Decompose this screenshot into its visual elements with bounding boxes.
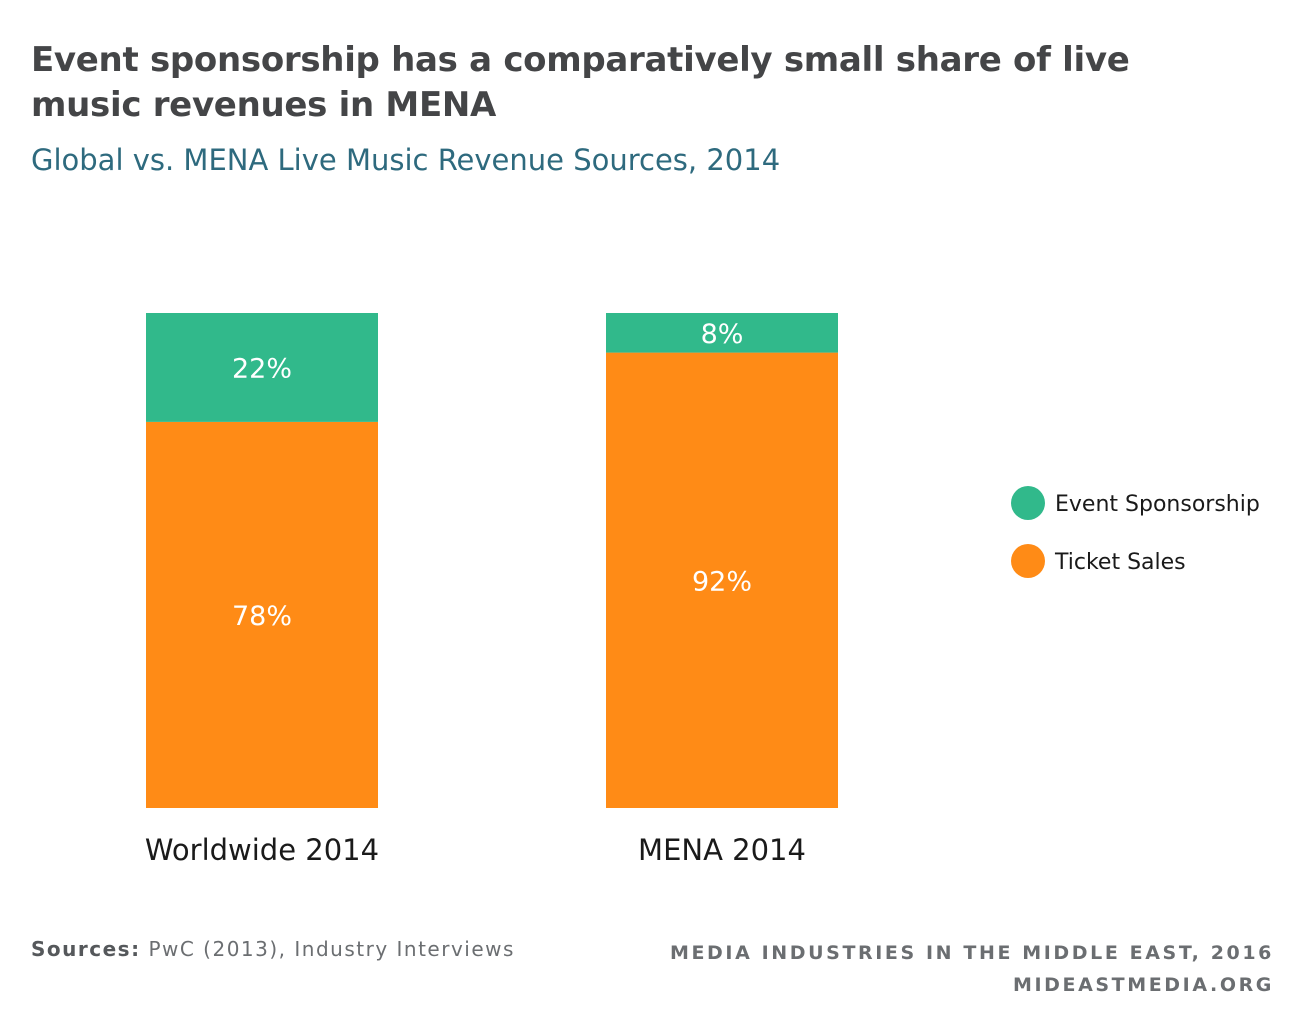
legend-label-ticket-sales: Ticket Sales xyxy=(1054,550,1186,575)
legend-swatch-event-sponsorship xyxy=(1011,486,1045,520)
publication-credit: MEDIA INDUSTRIES IN THE MIDDLE EAST, 201… xyxy=(670,937,1274,1001)
sources-text: PwC (2013), Industry Interviews xyxy=(148,937,515,961)
legend-swatch-ticket-sales xyxy=(1011,544,1045,578)
data-label-event-sponsorship-1: 8% xyxy=(701,319,744,350)
data-label-ticket-sales-0: 78% xyxy=(232,601,292,632)
data-label-event-sponsorship-0: 22% xyxy=(232,353,292,384)
bar-segment-event-sponsorship-0 xyxy=(146,313,378,422)
category-label-0: Worldwide 2014 xyxy=(145,833,379,867)
sources-note: Sources: PwC (2013), Industry Interviews xyxy=(31,937,515,961)
chart-title: Event sponsorship has a comparatively sm… xyxy=(31,40,1130,125)
publication-name: MEDIA INDUSTRIES IN THE MIDDLE EAST, 201… xyxy=(669,942,1274,964)
bar-segment-event-sponsorship-1 xyxy=(606,313,838,353)
category-label-1: MENA 2014 xyxy=(638,833,806,867)
website-name: MIDEASTMEDIA.ORG xyxy=(1012,974,1274,996)
sources-label: Sources: xyxy=(31,937,141,961)
bar-segment-ticket-sales-1 xyxy=(606,352,838,808)
bar-segment-ticket-sales-0 xyxy=(146,421,378,808)
chart-subtitle: Global vs. MENA Live Music Revenue Sourc… xyxy=(31,143,781,177)
data-label-ticket-sales-1: 92% xyxy=(692,566,752,597)
legend-label-event-sponsorship: Event Sponsorship xyxy=(1055,492,1260,517)
